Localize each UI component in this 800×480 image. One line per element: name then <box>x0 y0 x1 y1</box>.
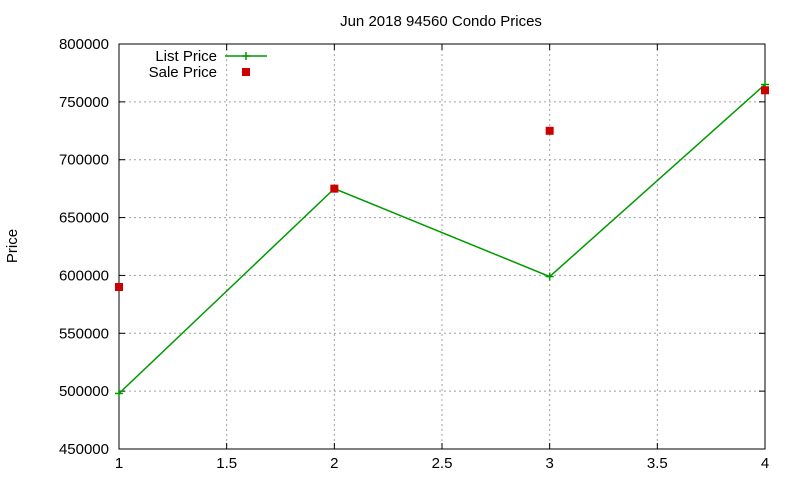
x-tick-label: 1 <box>115 455 123 472</box>
list-price-point <box>545 272 554 281</box>
x-tick-label: 4 <box>761 455 769 472</box>
y-axis-label: Price <box>4 229 21 263</box>
x-tick-label: 1.5 <box>216 455 237 472</box>
y-tick-label: 650000 <box>59 210 109 227</box>
tick-labels: 1 1.5 2 2.5 3 3.5 4 450000 500000 550000 600000 650… <box>59 36 769 472</box>
grid-lines <box>119 44 765 449</box>
sale-price-point <box>330 184 339 193</box>
legend-item-sale-price: Sale Price <box>149 64 250 81</box>
x-tick-label: 3.5 <box>647 455 668 472</box>
legend-item-list-price: List Price <box>155 48 267 65</box>
y-tick-label: 800000 <box>59 36 109 53</box>
sale-price-point <box>761 86 769 95</box>
y-tick-label: 750000 <box>59 94 109 111</box>
legend-marker-list-price <box>242 52 250 60</box>
data-series <box>115 80 769 398</box>
y-tick-label: 700000 <box>59 152 109 169</box>
sale-price-series <box>115 86 769 291</box>
sale-price-point <box>115 283 123 291</box>
legend-marker-sale-price <box>242 68 250 76</box>
x-tick-label: 2 <box>330 455 338 472</box>
axes <box>118 43 766 450</box>
y-tick-label: 600000 <box>59 267 109 284</box>
legend-label-list-price: List Price <box>155 48 217 65</box>
list-price-point <box>115 389 123 398</box>
x-tick-label: 2.5 <box>432 455 453 472</box>
y-tick-label: 550000 <box>59 325 109 342</box>
chart-title: Jun 2018 94560 Condo Prices <box>340 13 542 30</box>
y-tick-label: 450000 <box>59 441 109 458</box>
list-price-line <box>118 83 766 395</box>
y-tick-label: 500000 <box>59 383 109 400</box>
legend-label-sale-price: Sale Price <box>149 64 217 81</box>
x-tick-label: 3 <box>545 455 553 472</box>
sale-price-point <box>545 126 554 135</box>
